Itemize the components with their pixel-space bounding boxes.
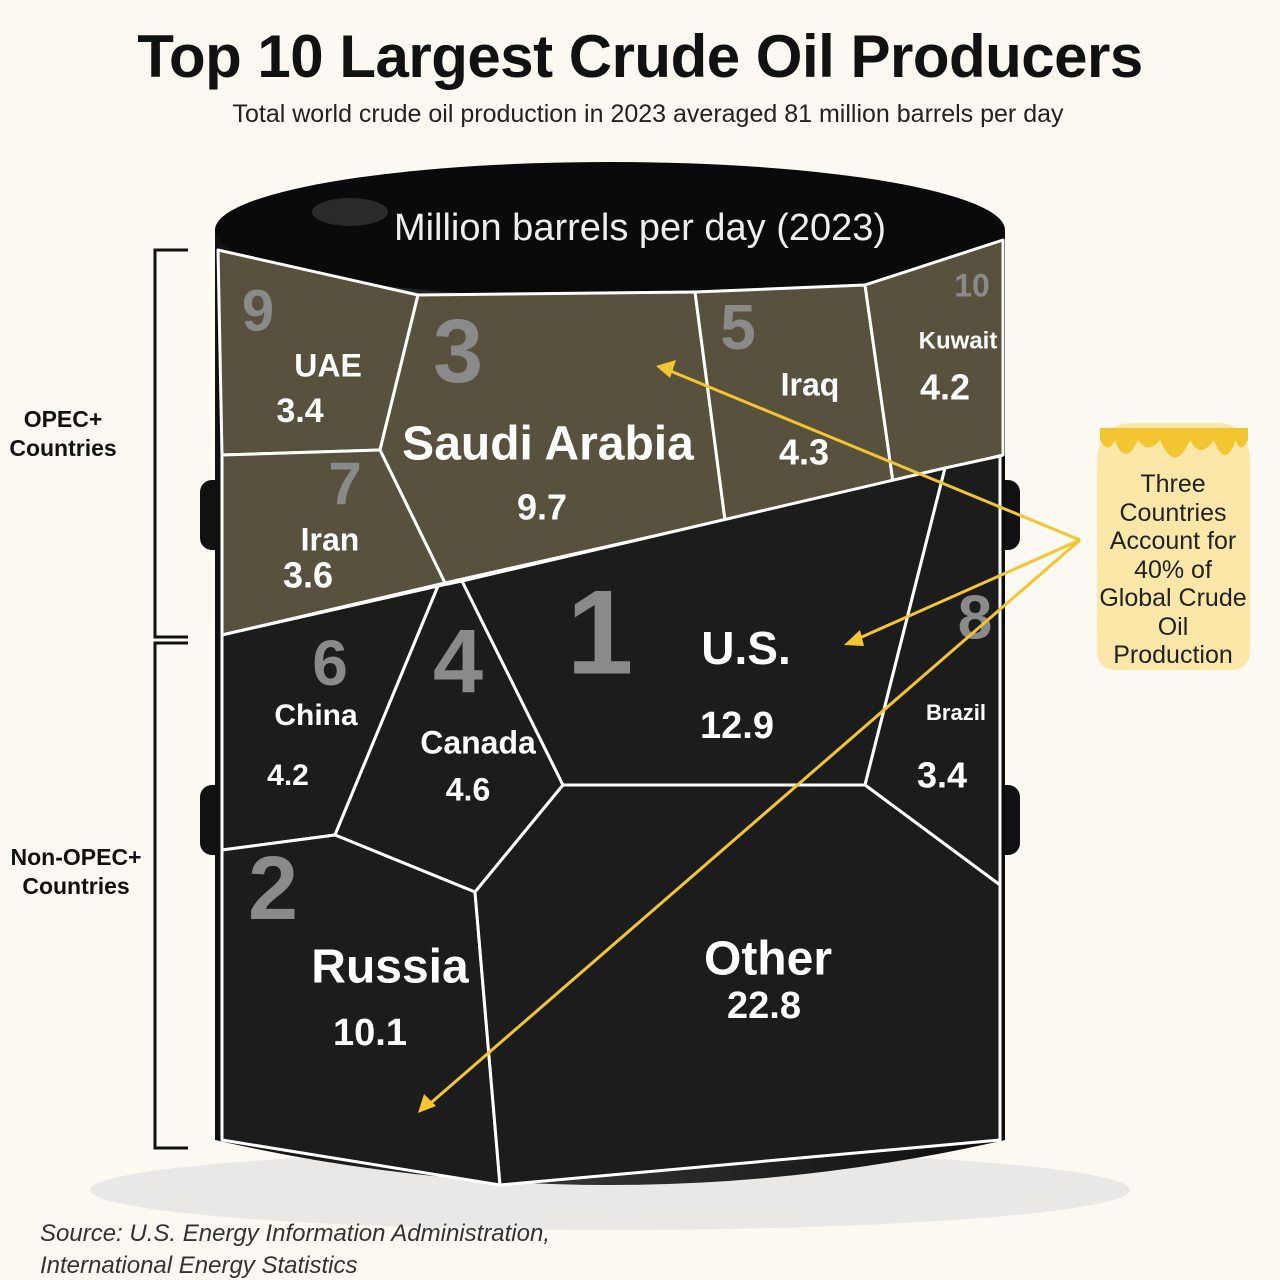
category-label: Canada [420,724,536,760]
annotation: Three Countries Account for 40% of Globa… [1099,470,1247,669]
category-label: Other [704,933,832,986]
category-label: Kuwait [919,327,998,354]
value-label: 3.6 [283,555,333,596]
barrel-cap [312,198,388,226]
cells: 9 UAE 3.4 3 Saudi Arabia 9.7 5 Iraq 4.3 10 Kuwait 4… [216,238,1005,1187]
callout-box [1096,423,1251,670]
subtitle: Total world crude oil production in 2023… [232,100,1064,128]
rank-label: 7 [328,450,361,517]
shadow [90,1150,1130,1230]
value-label: 10.1 [333,1012,407,1054]
value-label: 12.9 [700,705,774,747]
group-bracket [153,248,188,1150]
category-label: U.S. [701,622,790,674]
rank-label: 6 [312,627,348,699]
unit-label: Million barrels per day (2023) [394,207,886,249]
value-label: 4.2 [920,367,970,408]
cell [220,448,447,637]
rank-label: 4 [433,612,483,712]
rank-label: 9 [242,278,274,343]
group-label: Non-OPEC+ Countries [10,844,142,899]
arrowheads [418,360,864,1113]
value-label: 4.6 [446,771,490,807]
value-label: 3.4 [276,392,323,430]
category-label: Russia [311,941,469,994]
value-label: 4.3 [779,432,829,473]
value-label: 3.4 [917,755,967,796]
value-label: 22.8 [727,985,801,1027]
rank-label: 10 [954,267,990,303]
rank-label: 2 [248,839,298,939]
category-label: Brazil [926,700,986,725]
group-label: OPEC+ Countries [9,406,117,461]
rank-label: 1 [567,566,634,700]
honey-drip [1100,428,1248,458]
cell [863,238,1005,484]
rank-label: 3 [433,302,483,402]
rank-label: 5 [720,291,756,363]
category-label: Saudi Arabia [402,418,694,471]
category-label: Iran [301,521,360,557]
category-label: UAE [294,347,362,383]
category-label: Iraq [781,366,840,402]
value-label: 9.7 [517,487,567,528]
value-label: 4.2 [267,759,309,792]
arrows [424,368,1081,1110]
category-label: China [274,699,358,732]
title: Top 10 Largest Crude Oil Producers [137,23,1143,90]
source: Source: U.S. Energy Information Administ… [40,1220,550,1279]
barrel-top [215,162,1005,298]
cell [473,783,1002,1187]
